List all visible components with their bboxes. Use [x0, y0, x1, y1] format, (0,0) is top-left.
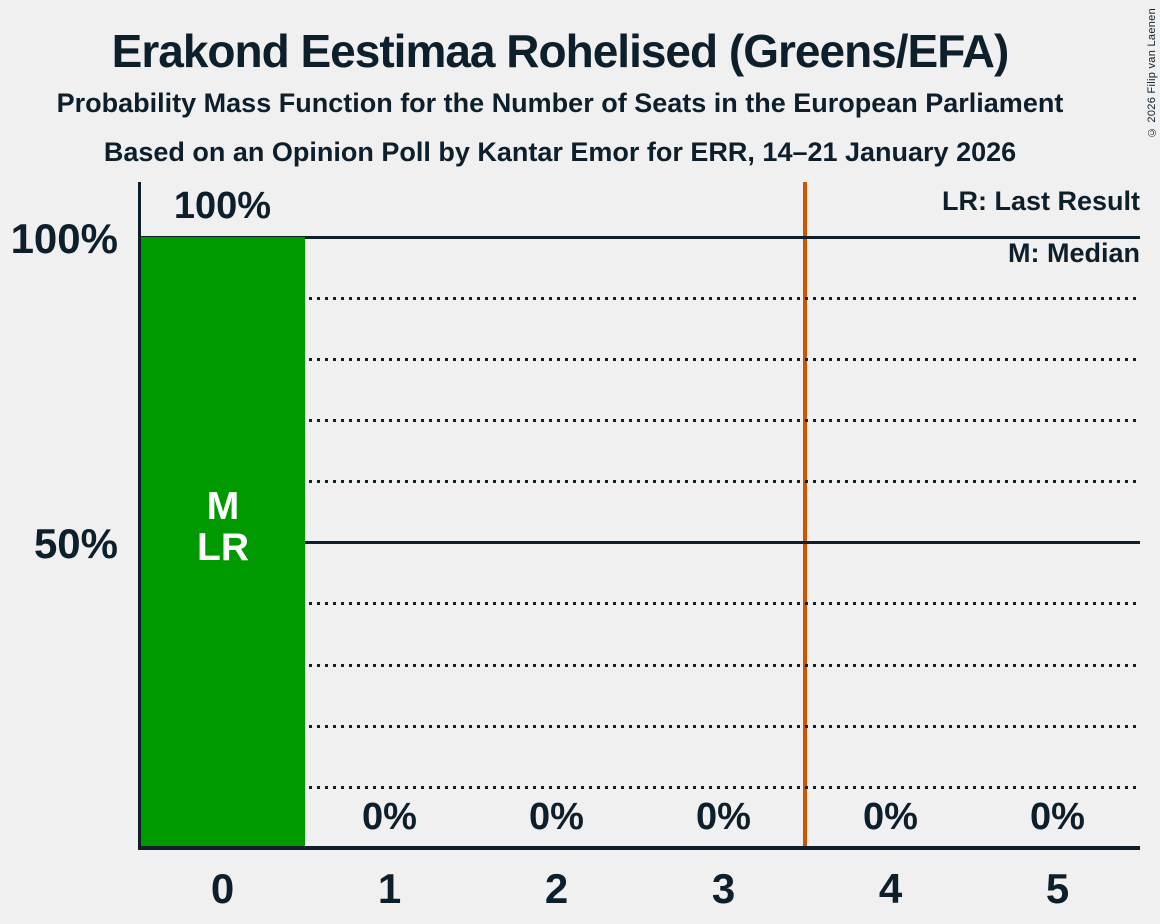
- chart-title: Erakond Eestimaa Rohelised (Greens/EFA): [111, 25, 1010, 77]
- bar-seats-0: [141, 237, 305, 846]
- gridline-90pct: [141, 297, 1140, 300]
- bar-value-label-4: 0%: [863, 796, 918, 838]
- last-result-threshold-line: [803, 182, 807, 846]
- gridline-50pct: [141, 541, 1140, 544]
- x-axis-line: [138, 846, 1140, 850]
- bar-value-label-3: 0%: [696, 796, 751, 838]
- x-tick-0: 0: [210, 865, 235, 912]
- legend-last-result: LR: Last Result: [941, 186, 1140, 216]
- last-result-marker: LR: [197, 526, 249, 569]
- gridline-60pct: [141, 480, 1140, 483]
- x-tick-2: 2: [544, 865, 569, 912]
- bar-value-label-0: 100%: [173, 185, 272, 227]
- gridline-10pct: [141, 786, 1140, 789]
- median-marker: M: [206, 485, 240, 528]
- bar-annotations: M LR: [141, 486, 305, 568]
- gridline-30pct: [141, 664, 1140, 667]
- bar-value-label-1: 0%: [362, 796, 417, 838]
- gridline-100pct: [141, 236, 1140, 239]
- bar-value-label-5: 0%: [1030, 796, 1085, 838]
- legend-median: M: Median: [1008, 238, 1140, 268]
- gridline-40pct: [141, 602, 1140, 605]
- x-tick-1: 1: [377, 865, 402, 912]
- y-axis-line: [138, 182, 141, 850]
- y-tick-100: 100%: [10, 215, 118, 262]
- bar-value-label-2: 0%: [529, 796, 584, 838]
- chart-source-line: Based on an Opinion Poll by Kantar Emor …: [103, 137, 1017, 167]
- x-tick-3: 3: [711, 865, 736, 912]
- x-tick-5: 5: [1045, 865, 1070, 912]
- gridline-80pct: [141, 358, 1140, 361]
- chart-subtitle: Probability Mass Function for the Number…: [56, 88, 1064, 118]
- y-tick-50: 50%: [33, 520, 118, 567]
- gridline-70pct: [141, 419, 1140, 422]
- copyright-text: © 2026 Filip van Laenen: [1146, 8, 1158, 139]
- x-tick-4: 4: [878, 865, 903, 912]
- gridline-20pct: [141, 725, 1140, 728]
